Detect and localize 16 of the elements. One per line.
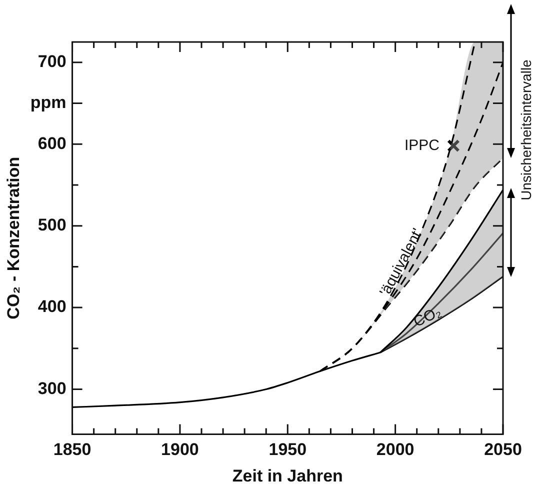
x-tick-label: 1850 — [53, 440, 92, 460]
x-tick-label: 2000 — [376, 440, 414, 460]
x-tick-label: 1900 — [161, 440, 199, 460]
y-tick-label: 300 — [38, 378, 66, 398]
annotation: CO₂ — [411, 303, 444, 331]
x-tick-label: 1950 — [268, 440, 307, 460]
y-tick-label: 500 — [38, 216, 66, 235]
y-tick-label: ppm — [30, 92, 66, 112]
y-tick-label: 700 — [38, 52, 66, 72]
y-axis-title: CO₂ - Konzentration — [4, 156, 23, 320]
text: Unsicherheitsintervalle — [518, 60, 534, 200]
x-axis-title: Zeit in Jahren — [232, 466, 343, 486]
y-tick-label: 600 — [38, 134, 66, 153]
y-tick-label: 400 — [38, 297, 66, 316]
x-tick-label: 2050 — [484, 440, 522, 460]
annotation: IPPC — [404, 136, 440, 154]
